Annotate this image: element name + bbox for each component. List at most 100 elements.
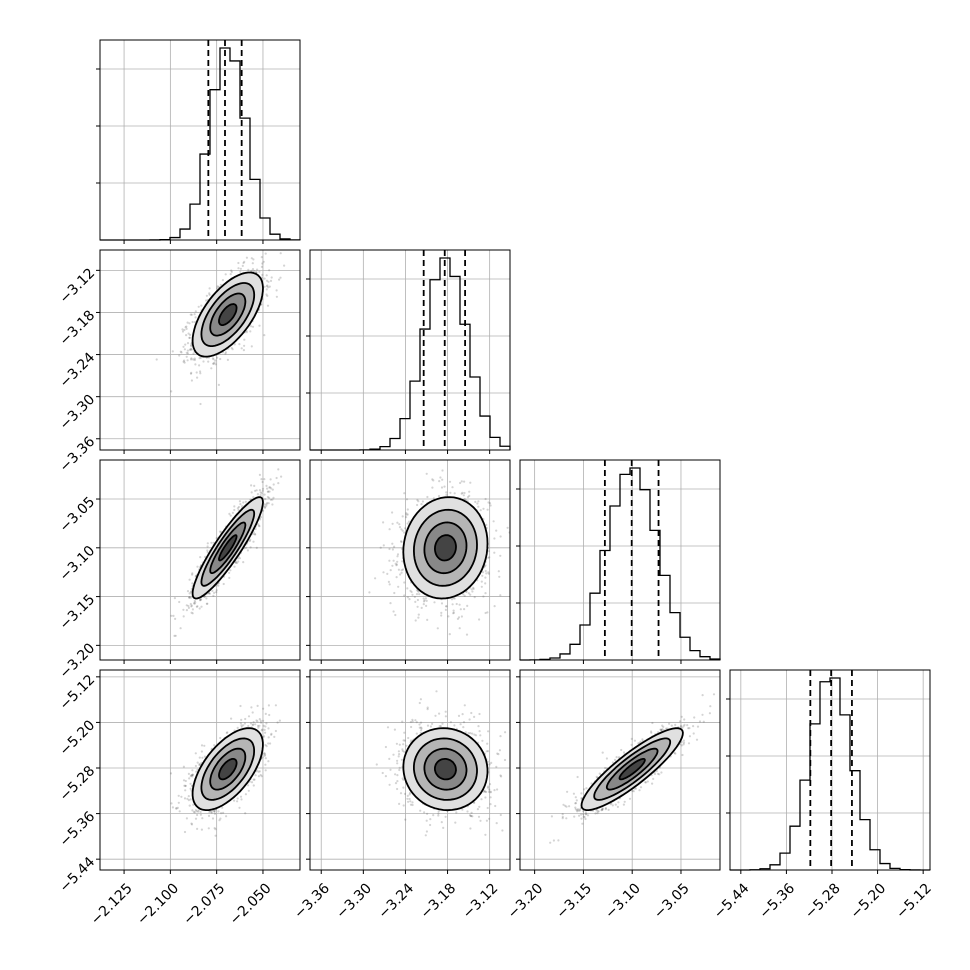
scatter-point bbox=[472, 587, 475, 591]
scatter-point bbox=[250, 257, 253, 260]
scatter-point bbox=[470, 588, 473, 591]
scatter-point bbox=[207, 360, 210, 363]
scatter-point bbox=[194, 601, 197, 604]
scatter-point bbox=[238, 343, 241, 346]
scatter-point bbox=[447, 615, 450, 618]
scatter-point bbox=[473, 596, 476, 599]
scatter-point bbox=[426, 618, 429, 622]
scatter-point bbox=[178, 600, 181, 604]
scatter-point bbox=[395, 564, 398, 567]
scatter-point bbox=[394, 613, 397, 617]
scatter-point bbox=[445, 491, 448, 494]
scatter-point bbox=[451, 603, 454, 606]
scatter-point bbox=[411, 593, 414, 596]
scatter-point bbox=[262, 509, 265, 512]
scatter-point bbox=[432, 479, 435, 482]
scatter-point bbox=[252, 540, 255, 543]
scatter-point bbox=[256, 724, 260, 728]
scatter-point bbox=[182, 765, 185, 768]
scatter-point bbox=[416, 605, 419, 608]
scatter-point bbox=[389, 569, 392, 572]
scatter-point bbox=[480, 585, 483, 588]
scatter-point bbox=[410, 590, 413, 594]
scatter-point bbox=[266, 501, 269, 505]
scatter-point bbox=[211, 357, 214, 360]
scatter-point bbox=[185, 334, 188, 337]
scatter-point bbox=[484, 569, 487, 573]
scatter-point bbox=[423, 599, 426, 602]
histogram-step-line bbox=[100, 47, 301, 241]
scatter-point bbox=[480, 580, 483, 583]
scatter-point bbox=[265, 285, 268, 288]
scatter-point bbox=[487, 550, 490, 553]
scatter-point bbox=[198, 357, 201, 360]
scatter-point bbox=[431, 486, 434, 489]
scatter-point bbox=[275, 295, 278, 298]
scatter-point bbox=[228, 576, 231, 580]
scatter-point bbox=[178, 354, 181, 357]
scatter-point bbox=[183, 359, 186, 362]
scatter-point bbox=[458, 603, 461, 606]
scatter-point bbox=[208, 810, 211, 814]
scatter-point bbox=[187, 332, 190, 335]
scatter-point bbox=[210, 541, 213, 544]
scatter-point bbox=[459, 481, 462, 485]
scatter-point bbox=[493, 605, 496, 608]
scatter-point bbox=[269, 279, 273, 282]
scatter-point bbox=[463, 594, 466, 598]
scatter-point bbox=[244, 500, 247, 503]
scatter-point bbox=[488, 502, 492, 505]
scatter-point bbox=[188, 592, 191, 595]
scatter-point bbox=[272, 496, 275, 499]
scatter-point bbox=[241, 505, 244, 508]
scatter-point bbox=[262, 260, 265, 263]
scatter-point bbox=[279, 252, 282, 255]
scatter-point bbox=[513, 531, 515, 533]
scatter-point bbox=[190, 344, 193, 348]
scatter-point bbox=[486, 508, 489, 511]
scatter-point bbox=[445, 493, 448, 496]
scatter-point bbox=[228, 571, 231, 575]
scatter-point bbox=[453, 492, 456, 495]
scatter-point bbox=[413, 595, 416, 599]
scatter-point bbox=[466, 604, 469, 608]
scatter-point bbox=[230, 269, 233, 272]
scatter-point bbox=[171, 350, 174, 353]
scatter-point bbox=[268, 490, 271, 493]
scatter-point bbox=[417, 616, 420, 619]
scatter-point bbox=[415, 589, 419, 592]
contour-line bbox=[209, 292, 247, 337]
scatter-point bbox=[405, 513, 408, 516]
scatter-point bbox=[396, 560, 399, 563]
scatter-point bbox=[191, 612, 194, 615]
scatter-point bbox=[189, 596, 193, 599]
scatter-point bbox=[263, 277, 266, 280]
scatter-point bbox=[240, 725, 243, 729]
scatter-point bbox=[180, 795, 183, 798]
scatter-point bbox=[244, 717, 247, 721]
scatter-point bbox=[396, 553, 400, 556]
contour-line bbox=[423, 521, 468, 575]
scatter-point bbox=[441, 469, 444, 472]
scatter-point bbox=[189, 602, 192, 606]
scatter-point bbox=[468, 494, 471, 497]
scatter-point bbox=[264, 753, 267, 756]
scatter-point bbox=[485, 523, 488, 527]
scatter-point bbox=[214, 363, 217, 366]
scatter-point bbox=[264, 725, 267, 728]
scatter-points bbox=[155, 252, 286, 406]
scatter-point bbox=[171, 806, 174, 809]
scatter-point bbox=[254, 489, 257, 492]
scatter-point bbox=[452, 609, 455, 612]
scatter-point bbox=[422, 597, 425, 600]
scatter-point bbox=[277, 482, 280, 485]
scatter-point bbox=[253, 270, 256, 273]
scatter-point bbox=[498, 575, 501, 578]
scatter-point bbox=[206, 549, 209, 552]
scatter-point bbox=[392, 559, 395, 562]
scatter-point bbox=[436, 627, 439, 630]
scatter-point bbox=[259, 516, 263, 519]
scatter-point bbox=[462, 593, 465, 596]
scatter-point bbox=[198, 364, 201, 367]
